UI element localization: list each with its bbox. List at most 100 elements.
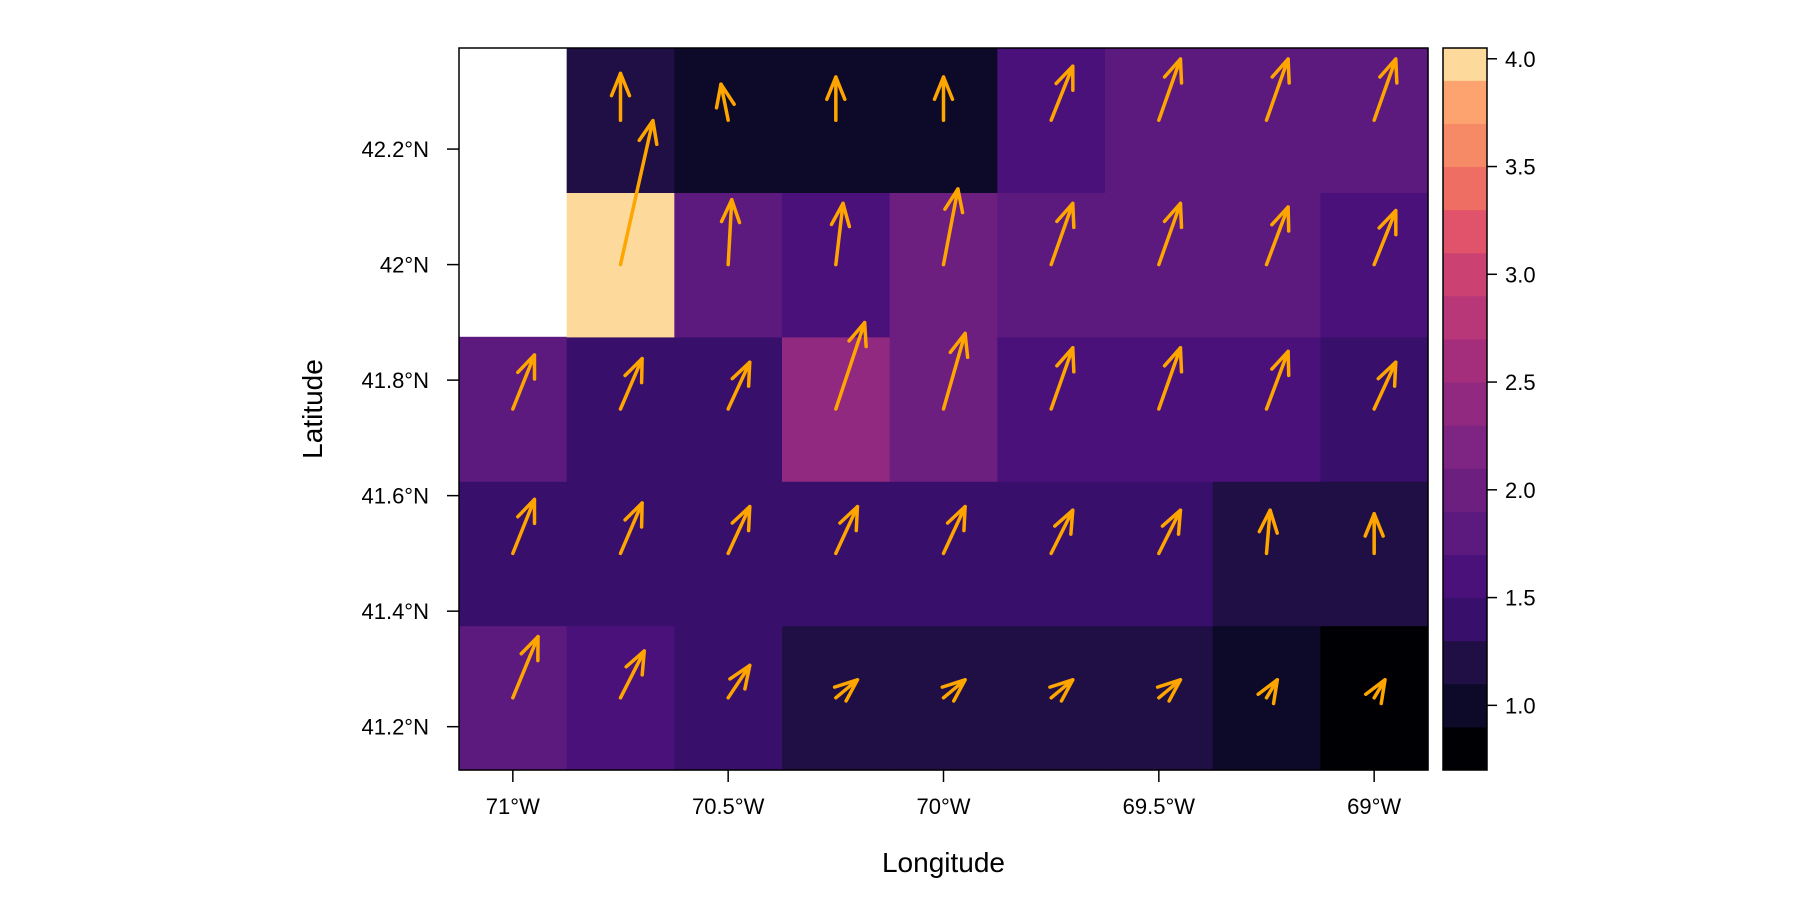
wind-arrow [618, 356, 644, 411]
arrow-head [623, 501, 644, 529]
colorbar-swatch [1443, 683, 1487, 728]
x-tick-label: 70°W [916, 794, 970, 819]
arrow-head [609, 71, 632, 98]
colorbar-swatch [1443, 726, 1487, 771]
arrow-shaft [834, 201, 845, 267]
arrow-head [1376, 360, 1398, 388]
arrow-shaft [941, 331, 967, 411]
arrow-head [1162, 57, 1184, 85]
arrow-shaft [1372, 360, 1398, 411]
arrow-shaft [1157, 201, 1183, 267]
x-axis-title: Longitude [882, 847, 1005, 878]
arrow-shaft [726, 504, 752, 556]
colorbar-swatch [1443, 554, 1487, 599]
arrow-shaft [1264, 205, 1290, 267]
arrow-head [1053, 508, 1075, 536]
arrow-shaft [618, 649, 647, 700]
arrow-head [719, 198, 742, 225]
arrow-head [1257, 508, 1279, 535]
arrow-shaft [834, 678, 860, 700]
wind-arrows [511, 57, 1399, 706]
x-tick-label: 69.5°W [1123, 794, 1196, 819]
wind-arrow [1363, 512, 1385, 556]
arrow-head [940, 678, 967, 703]
arrow-head [1256, 678, 1280, 706]
arrow-head [948, 331, 970, 360]
arrow-shaft [1049, 201, 1075, 267]
arrow-head [1363, 512, 1385, 538]
arrow-head [730, 360, 752, 388]
arrow-shaft [1157, 57, 1183, 122]
colorbar-tick-label: 3.5 [1505, 155, 1536, 180]
arrow-head [1055, 346, 1076, 374]
wind-arrow [1264, 57, 1291, 122]
wind-arrow [714, 82, 736, 122]
y-tick-label: 42°N [380, 253, 429, 278]
colorbar-tick-label: 2.0 [1505, 478, 1536, 503]
arrow-head [932, 75, 955, 102]
arrow-head [623, 356, 644, 385]
colorbar-swatch [1443, 597, 1487, 642]
wind-arrow [1049, 201, 1076, 267]
arrow-head [945, 504, 967, 533]
arrow-shaft [941, 678, 967, 700]
y-tick-label: 42.2°N [361, 137, 429, 162]
wind-arrow [1257, 508, 1279, 556]
arrow-head [1054, 64, 1075, 92]
arrow-head [728, 663, 752, 691]
arrow-head [943, 187, 965, 215]
wind-arrow [1157, 346, 1184, 411]
wind-arrow [1264, 205, 1291, 267]
colorbar-swatch [1443, 252, 1487, 297]
wind-arrow [941, 331, 970, 411]
wind-arrow [1049, 346, 1076, 411]
arrow-shaft [618, 356, 644, 411]
arrow-shaft [719, 82, 730, 122]
wind-arrow [1256, 678, 1280, 706]
colorbar: 1.0 1.5 2.0 2.5 3.0 3.5 4.0 [1442, 47, 1536, 771]
arrow-shaft [726, 360, 752, 411]
arrow-shaft [941, 187, 960, 267]
colorbar-swatch [1443, 48, 1487, 81]
y-axis: 41.2°N 41.4°N 41.6°N 41.8°N 42°N 42.2°N [361, 137, 459, 740]
wind-arrow [825, 75, 847, 122]
wind-arrow [832, 678, 860, 703]
colorbar-swatch [1443, 425, 1487, 469]
wind-arrow [1264, 349, 1291, 411]
arrow-head [1160, 508, 1183, 536]
arrow-head [1270, 205, 1291, 233]
wind-arrow [834, 320, 868, 411]
arrow-shaft [1372, 57, 1398, 122]
arrow-shaft [511, 634, 540, 700]
arrow-head [714, 82, 736, 110]
wind-arrow [834, 504, 860, 556]
arrow-shaft [1264, 349, 1290, 411]
arrow-head [1378, 57, 1399, 85]
arrow-shaft [726, 198, 734, 267]
arrow-shaft [511, 353, 537, 411]
arrow-head [1364, 678, 1387, 706]
colorbar-swatch [1443, 209, 1487, 254]
arrow-shaft [941, 504, 967, 556]
x-tick-label: 71°W [486, 794, 540, 819]
colorbar-swatch [1443, 640, 1487, 685]
arrow-shaft [1049, 508, 1075, 556]
arrow-shaft [618, 501, 644, 556]
arrow-shaft [1049, 64, 1075, 122]
wind-arrow [511, 353, 537, 411]
y-tick-label: 41.8°N [361, 368, 429, 393]
wind-arrow [1372, 208, 1398, 267]
arrow-shaft [1049, 678, 1075, 700]
arrow-head [1048, 678, 1075, 703]
arrow-head [1162, 346, 1184, 374]
arrow-shaft [1157, 346, 1183, 411]
arrow-head [847, 320, 868, 349]
colorbar-swatch [1443, 80, 1487, 124]
colorbar-tick-label: 2.5 [1505, 370, 1536, 395]
wind-arrow [1155, 678, 1183, 703]
arrow-shaft [1157, 508, 1183, 556]
arrow-shaft [618, 118, 655, 267]
arrow-head [1270, 349, 1291, 378]
arrow-head [1055, 201, 1076, 230]
